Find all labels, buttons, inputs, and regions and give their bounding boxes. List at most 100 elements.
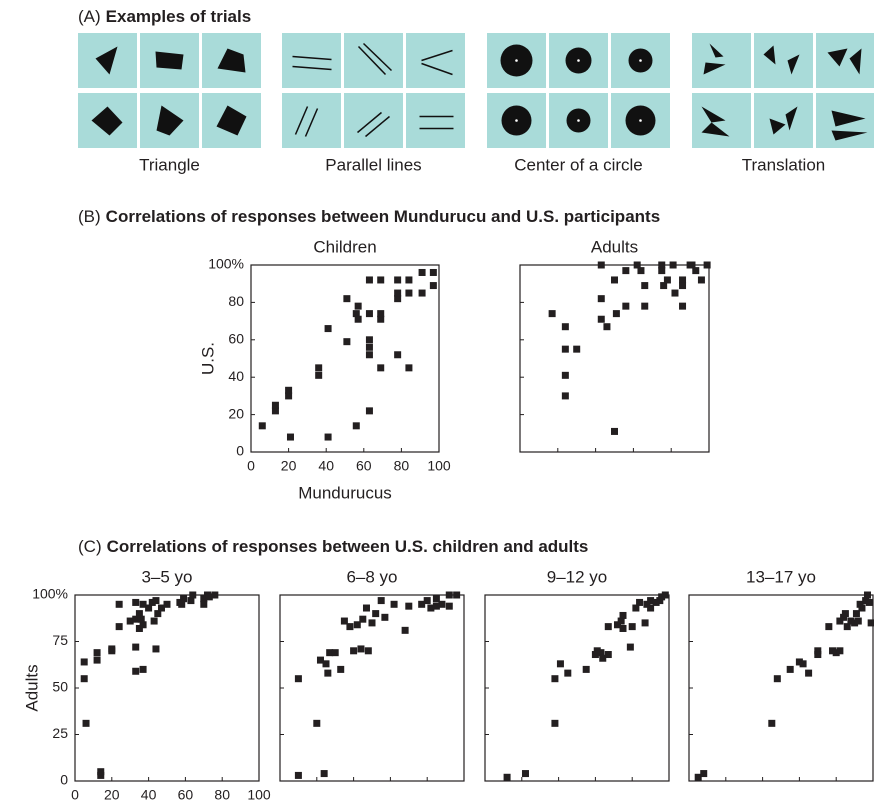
point — [453, 591, 461, 599]
shape-line — [357, 45, 387, 76]
point — [381, 613, 389, 621]
shape-line — [365, 115, 390, 138]
point — [814, 651, 822, 659]
point — [641, 619, 649, 627]
point — [633, 261, 641, 269]
point — [97, 768, 105, 776]
shape — [769, 118, 786, 135]
point — [612, 310, 620, 318]
point — [258, 422, 266, 430]
x-axis-label: Mundurucus — [298, 483, 392, 502]
point — [368, 619, 376, 627]
point — [211, 591, 219, 599]
point — [843, 623, 851, 631]
point — [135, 610, 143, 618]
point — [604, 623, 612, 631]
point — [324, 325, 332, 333]
point — [320, 770, 328, 778]
x-tick-label: 20 — [104, 787, 120, 803]
panel-title: Examples of trials — [106, 7, 252, 26]
shape — [701, 106, 726, 123]
panel-a-heading: (A) Examples of trials — [78, 7, 251, 26]
point — [331, 649, 339, 657]
point — [394, 295, 402, 303]
point — [294, 675, 302, 683]
point — [694, 773, 702, 781]
point — [582, 665, 590, 673]
point — [841, 610, 849, 618]
point — [551, 719, 559, 727]
point — [561, 323, 569, 331]
point — [405, 289, 413, 297]
point — [178, 600, 186, 608]
point — [656, 597, 664, 605]
point — [324, 433, 332, 441]
y-tick-label: 80 — [228, 293, 244, 309]
example-tile — [406, 33, 465, 88]
point — [637, 267, 645, 275]
point — [867, 619, 874, 627]
point — [200, 595, 208, 603]
x-tick-label: 40 — [318, 458, 334, 474]
shape-line — [292, 65, 332, 71]
point — [445, 602, 453, 610]
point — [671, 289, 679, 297]
point — [423, 597, 431, 605]
point — [352, 310, 360, 318]
point — [139, 600, 147, 608]
point — [132, 667, 140, 675]
plot-frame — [484, 594, 670, 782]
point — [313, 719, 321, 727]
point — [271, 407, 279, 415]
shape-line — [357, 111, 382, 134]
point — [617, 617, 625, 625]
point — [294, 771, 302, 779]
point — [97, 771, 105, 779]
shape — [849, 48, 862, 75]
point — [418, 268, 426, 276]
shape — [91, 106, 123, 136]
y-tick-label: 20 — [228, 405, 244, 421]
example-tile — [282, 93, 341, 148]
point — [432, 595, 440, 603]
panel-title: Correlations of responses between Mundur… — [106, 207, 660, 226]
example-tile — [754, 33, 813, 88]
point — [854, 617, 862, 625]
point — [377, 315, 385, 323]
example-tile — [344, 33, 403, 88]
shape — [95, 46, 118, 75]
point — [315, 364, 323, 372]
point — [365, 343, 373, 351]
point — [836, 647, 844, 655]
point — [365, 351, 373, 359]
point — [126, 617, 134, 625]
plot-frame — [74, 594, 260, 782]
x-tick-label: 0 — [71, 787, 79, 803]
panel-c-heading: (C) Correlations of responses between U.S… — [78, 537, 588, 556]
point — [152, 645, 160, 653]
chart-title: 6–8 yo — [346, 567, 397, 586]
y-tick-label: 60 — [228, 331, 244, 347]
point — [663, 276, 671, 284]
circle-center — [577, 119, 580, 122]
point — [205, 593, 213, 601]
point — [115, 600, 123, 608]
point — [604, 651, 612, 659]
shape — [763, 45, 776, 65]
panel-label: (B) — [78, 207, 101, 226]
point — [768, 719, 776, 727]
point — [679, 282, 687, 290]
point — [352, 422, 360, 430]
shape-line — [304, 108, 319, 137]
point — [658, 261, 666, 269]
circle-center — [577, 59, 580, 62]
point — [108, 645, 116, 653]
point — [626, 643, 634, 651]
point — [445, 591, 453, 599]
point — [285, 392, 293, 400]
chart-title: 3–5 yo — [141, 567, 192, 586]
point — [652, 598, 660, 606]
point — [829, 647, 837, 655]
